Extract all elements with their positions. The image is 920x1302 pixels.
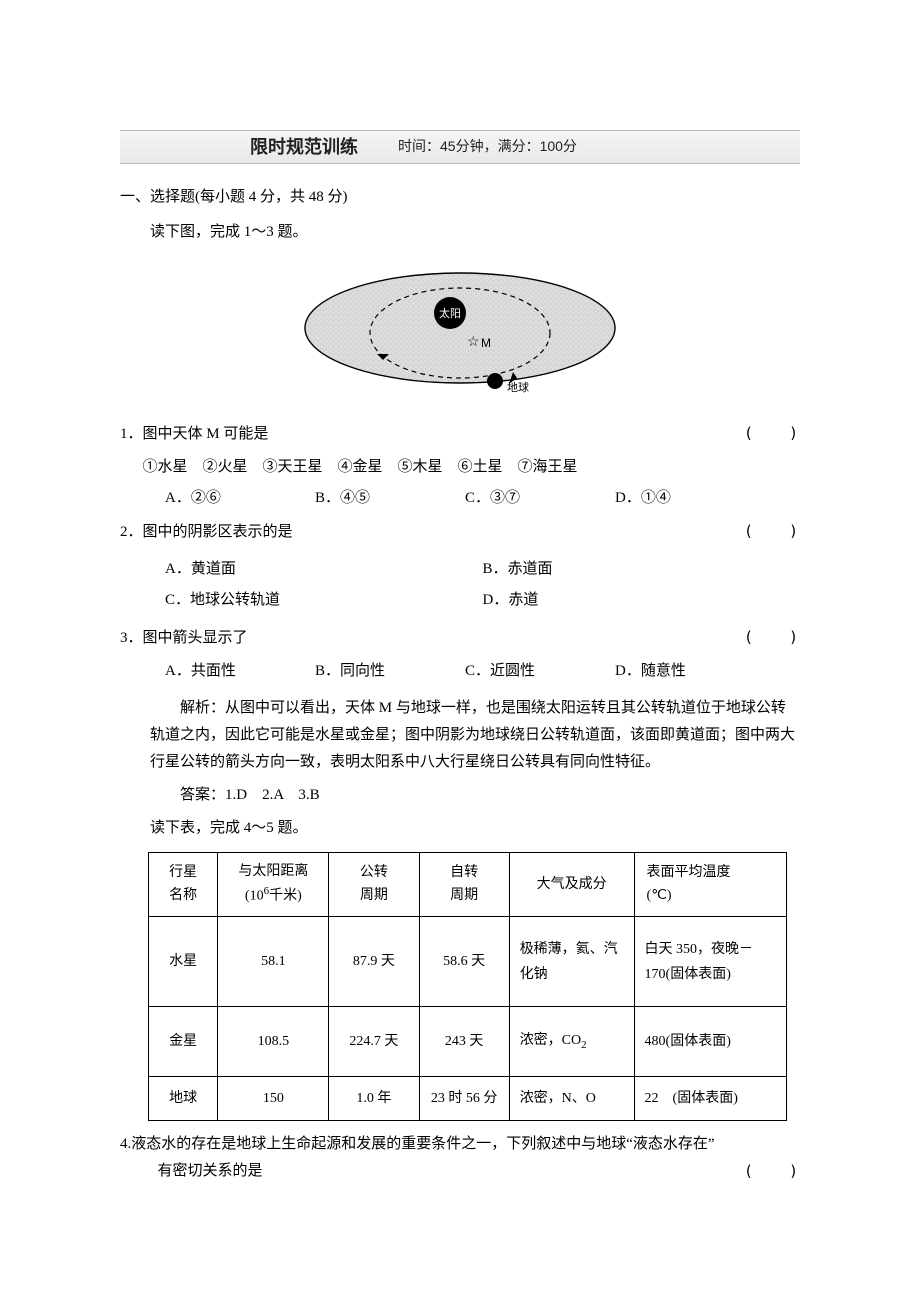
q4-stem-line2: 有密切关系的是	[158, 1158, 263, 1185]
table-header-row: 行星名称 与太阳距离(106千米) 公转周期 自转周期 大气及成分 表面平均温度…	[149, 853, 787, 917]
q4-paren: ( )	[744, 1158, 800, 1185]
q3-opt-d: D．随意性	[615, 658, 705, 685]
venus-atm: 浓密，CO2	[509, 1007, 634, 1077]
q3-opt-b: B．同向性	[315, 658, 405, 685]
question-2: 2．图中的阴影区表示的是 ( )	[120, 518, 800, 546]
question-1: 1．图中天体 M 可能是 ( )	[120, 420, 800, 448]
q2-opt-c: C．地球公转轨道	[165, 587, 483, 614]
table-row: 水星 58.1 87.9 天 58.6 天 极稀薄，氦、汽化钠 白天 350，夜…	[149, 917, 787, 1007]
sun-label: 太阳	[439, 307, 461, 320]
q3-paren: ( )	[744, 624, 800, 651]
q4-stem-line1: 4.液态水的存在是地球上生命起源和发展的重要条件之一，下列叙述中与地球“液态水存…	[120, 1131, 800, 1158]
q3-opt-a: A．共面性	[165, 658, 255, 685]
answer-1: 答案：1.D 2.A 3.B	[150, 782, 800, 809]
question-4: 4.液态水的存在是地球上生命起源和发展的重要条件之一，下列叙述中与地球“液态水存…	[120, 1131, 800, 1185]
intro-1: 读下图，完成 1～3 题。	[120, 219, 800, 246]
q3-options: A．共面性 B．同向性 C．近圆性 D．随意性	[165, 658, 800, 685]
q1-opt-b: B．④⑤	[315, 485, 405, 512]
banner-subtitle: 时间：45分钟，满分：100分	[398, 134, 577, 159]
orbit-diagram: 太阳 ☆ M 地球	[295, 258, 625, 408]
m-label: M	[481, 336, 491, 350]
banner-title: 限时规范训练	[250, 131, 358, 163]
q1-opt-a: A．②⑥	[165, 485, 255, 512]
question-3: 3．图中箭头显示了 ( )	[120, 624, 800, 652]
planet-table: 行星名称 与太阳距离(106千米) 公转周期 自转周期 大气及成分 表面平均温度…	[148, 852, 787, 1121]
q2-opt-b: B．赤道面	[483, 556, 801, 583]
explanation-1: 解析：从图中可以看出，天体 M 与地球一样，也是围绕太阳运转且其公转轨道位于地球…	[150, 695, 800, 776]
q2-opt-d: D．赤道	[483, 587, 801, 614]
q3-stem: 3．图中箭头显示了	[120, 625, 744, 652]
section-heading: 一、选择题(每小题 4 分，共 48 分)	[120, 184, 800, 211]
q1-options: A．②⑥ B．④⑤ C．③⑦ D．①④	[165, 485, 800, 512]
q2-stem: 2．图中的阴影区表示的是	[120, 519, 744, 546]
earth-label: 地球	[507, 380, 529, 394]
intro-2: 读下表，完成 4～5 题。	[120, 815, 800, 842]
q1-opt-c: C．③⑦	[465, 485, 555, 512]
table-row: 金星 108.5 224.7 天 243 天 浓密，CO2 480(固体表面)	[149, 1007, 787, 1077]
table-row: 地球 150 1.0 年 23 时 56 分 浓密，N、O 22 (固体表面)	[149, 1077, 787, 1121]
q1-stem: 1．图中天体 M 可能是	[120, 421, 744, 448]
q3-opt-c: C．近圆性	[465, 658, 555, 685]
q2-paren: ( )	[744, 518, 800, 545]
svg-text:☆: ☆	[467, 335, 480, 350]
q2-opt-a: A．黄道面	[165, 556, 483, 583]
q1-choice-symbols: ①水星 ②火星 ③天王星 ④金星 ⑤木星 ⑥土星 ⑦海王星	[143, 454, 801, 481]
q1-opt-d: D．①④	[615, 485, 705, 512]
q2-options: A．黄道面 C．地球公转轨道 B．赤道面 D．赤道	[165, 552, 800, 618]
content: 一、选择题(每小题 4 分，共 48 分) 读下图，完成 1～3 题。 太阳 ☆…	[0, 184, 920, 1229]
q1-paren: ( )	[744, 420, 800, 447]
banner: 限时规范训练 时间：45分钟，满分：100分	[120, 130, 800, 164]
